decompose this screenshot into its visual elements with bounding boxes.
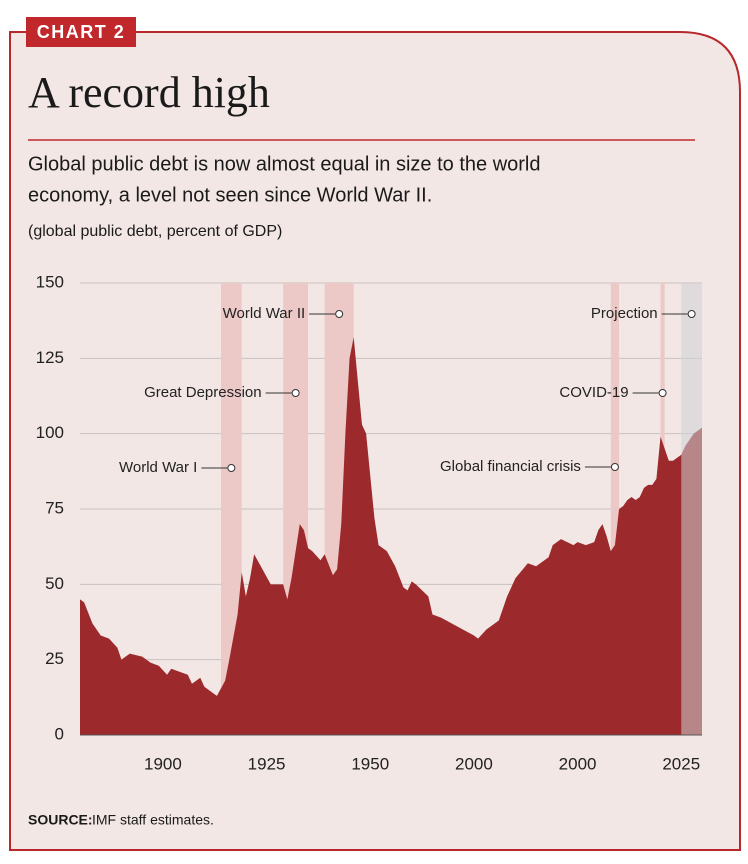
x-tick-label: 1950 xyxy=(351,754,389,773)
y-tick-label: 125 xyxy=(36,348,64,367)
annotation-label: COVID-19 xyxy=(559,384,628,401)
subtitle-line: economy, a level not seen since World Wa… xyxy=(28,184,432,206)
plot: 0 25 50 75 100 125 150 1900 1925 1950 2000 2000 2025… xyxy=(36,272,702,773)
annotation-label: World War II xyxy=(223,305,306,322)
y-tick-label: 0 xyxy=(55,724,64,743)
x-tick-label: 1900 xyxy=(144,754,182,773)
x-tick-label: 2025 xyxy=(662,754,700,773)
y-tick-label: 100 xyxy=(36,423,64,442)
debt-area xyxy=(80,337,702,735)
y-tick-label: 50 xyxy=(45,574,64,593)
annotation-label: Great Depression xyxy=(144,384,262,401)
shaded-period xyxy=(610,283,620,735)
annotation-label: Projection xyxy=(591,305,658,322)
x-tick-label: 2000 xyxy=(559,754,597,773)
badge-box xyxy=(26,17,136,47)
source-text: IMF staff estimates. xyxy=(92,812,214,828)
annotation-dot xyxy=(227,464,236,472)
annotation-dot xyxy=(291,389,300,397)
badge: CHART 2 xyxy=(37,22,126,42)
y-tick-label: 25 xyxy=(45,649,64,668)
x-tick-label: 2000 xyxy=(455,754,493,773)
y-tick-label: 75 xyxy=(45,498,64,517)
source-label: SOURCE: xyxy=(28,812,93,828)
x-tick-label: 1925 xyxy=(248,754,286,773)
y-tick-label: 150 xyxy=(36,272,64,291)
annotation-dot xyxy=(687,310,696,318)
subtitle-line: Global public debt is now almost equal i… xyxy=(28,153,541,175)
chart-title: A record high xyxy=(28,68,270,117)
annotation-dot xyxy=(610,463,619,471)
annotation-label: Global financial crisis xyxy=(440,458,581,475)
annotation-dot xyxy=(658,389,667,397)
y-axis-label: (global public debt, percent of GDP) xyxy=(28,223,282,240)
annotation-dot xyxy=(335,310,344,318)
annotation-label: World War I xyxy=(119,459,197,476)
shaded-period xyxy=(681,283,702,735)
